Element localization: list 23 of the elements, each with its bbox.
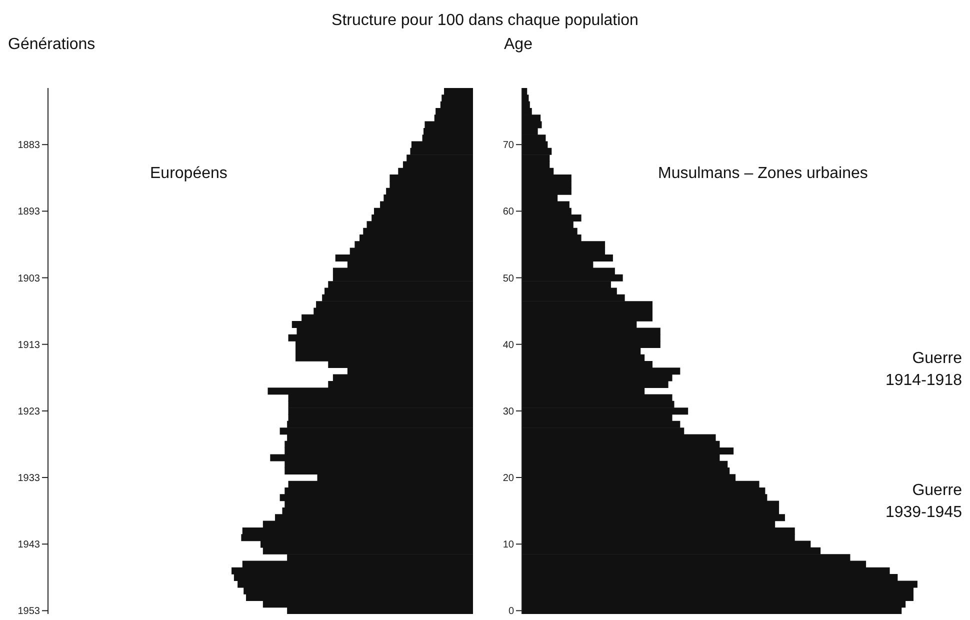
y-tick-label: 1903	[18, 273, 40, 284]
y-tick-label: 0	[508, 606, 514, 618]
y-tick-label: 60	[502, 206, 514, 218]
y-tick-label: 1883	[18, 140, 40, 152]
y-tick-label: 10	[502, 540, 514, 551]
y-axis-title: Age	[504, 36, 532, 53]
y-tick-label: 1913	[18, 340, 40, 351]
text: Européens	[150, 165, 228, 182]
annotation: Guerre 1914-1918	[885, 350, 962, 389]
y-tick-label: 50	[502, 273, 514, 284]
y-tick-label: 20	[502, 473, 514, 484]
chart-title: Structure pour 100 dans chaque population	[332, 12, 638, 29]
y-tick-label: 1923	[18, 406, 40, 418]
y-tick-label: 70	[502, 140, 514, 152]
y-tick-label: 1953	[18, 606, 40, 618]
y-tick-label: 30	[502, 406, 514, 418]
y-tick-label: 40	[502, 340, 514, 351]
y-axis-title: Générations	[8, 36, 96, 53]
y-tick-label: 1933	[18, 473, 40, 484]
y-tick-label: 1893	[18, 206, 40, 218]
text: Musulmans – Zones urbaines	[658, 165, 868, 182]
y-tick-label: 1943	[18, 540, 40, 551]
annotation: Guerre 1939-1945	[885, 482, 962, 521]
